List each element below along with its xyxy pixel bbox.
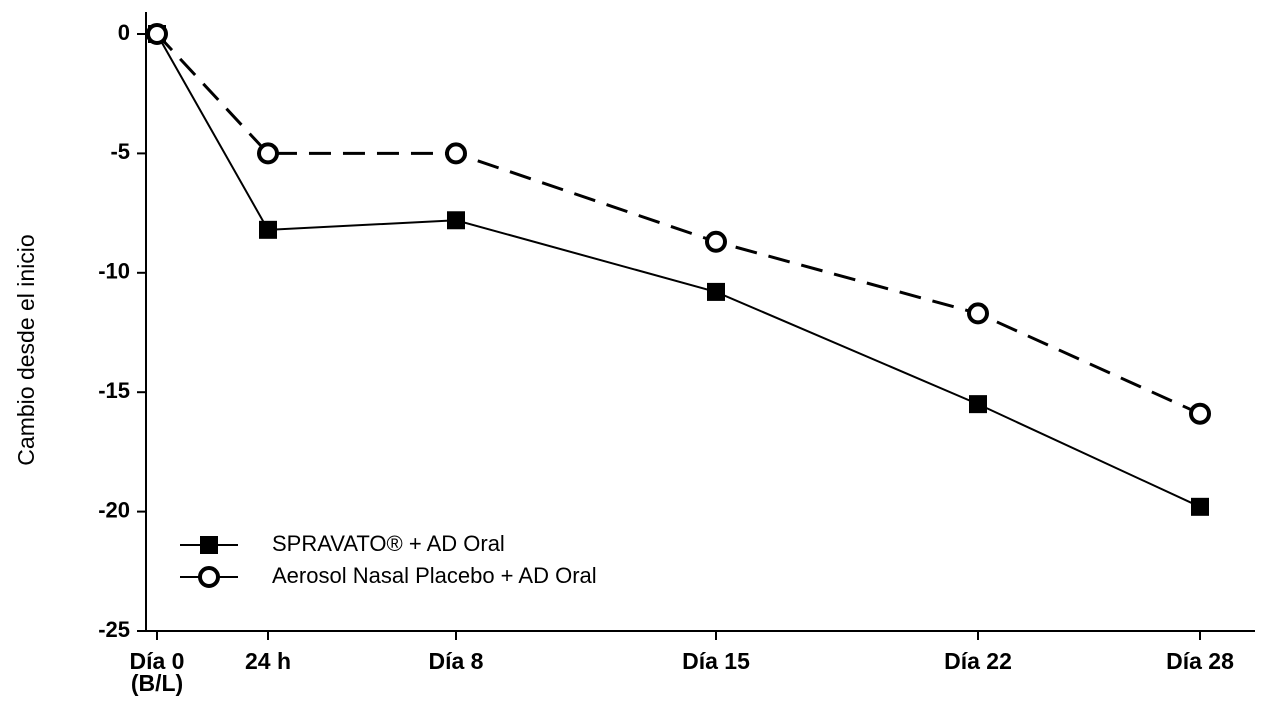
x-tick-label: Día 0 (B/L) [129,648,185,696]
marker [198,566,220,588]
series-line [156,33,1201,508]
y-tick-label: -20 [98,497,130,522]
marker [259,220,277,239]
legend-label: Aerosol Nasal Placebo + AD Oral [272,563,597,588]
y-axis-label: Cambio desde el inicio [13,234,39,465]
marker [146,23,168,45]
x-tick-label: Día 8 [428,648,484,674]
marker [257,142,279,165]
marker [1189,402,1211,425]
marker [705,230,727,253]
marker [967,302,989,325]
marker [200,536,218,554]
marker [969,395,987,414]
series-line [155,32,1201,416]
marker [707,282,725,301]
y-tick-label: -15 [98,378,130,403]
x-tick-label: Día 22 [944,648,1012,674]
marker [445,142,467,165]
y-tick-label: -25 [98,617,130,642]
x-tick-label: Día 28 [1166,648,1234,674]
legend-label: SPRAVATO® + AD Oral [272,531,505,556]
x-tick-label: 24 h [244,648,292,674]
y-tick-label: -10 [98,259,130,284]
x-tick-label: Día 15 [682,648,750,674]
marker [447,211,465,230]
y-tick-label: 0 [118,20,130,45]
y-tick-label: -5 [110,139,130,164]
marker [1191,497,1209,516]
